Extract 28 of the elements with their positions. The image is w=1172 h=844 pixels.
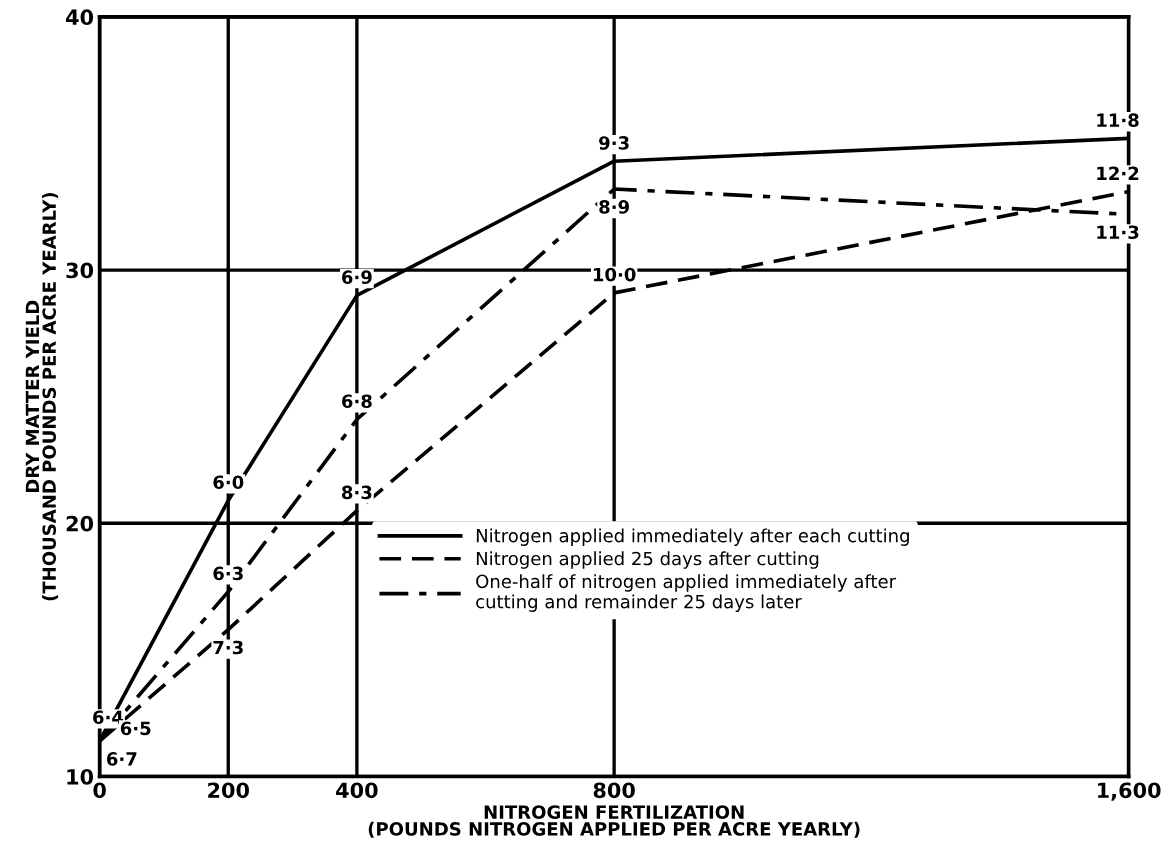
x-tick-label: 1,600 xyxy=(1098,782,1161,801)
x-tick-label: 0 xyxy=(93,782,106,799)
annotation: 9·3 xyxy=(599,136,629,150)
legend-label: Nitrogen applied immediately after each cutting xyxy=(476,528,909,546)
annotation: 7·3 xyxy=(213,640,243,655)
annotation: 8·3 xyxy=(341,485,372,500)
annotation: 6·7 xyxy=(106,752,137,766)
y-tick-label: 40 xyxy=(66,9,94,26)
annotation: 11·8 xyxy=(1097,113,1139,127)
annotation: 6·5 xyxy=(120,721,151,736)
annotation: 12·2 xyxy=(1097,166,1139,180)
legend-label: Nitrogen applied 25 days after cutting xyxy=(476,551,819,569)
annotation: 10·0 xyxy=(593,267,636,282)
y-axis-title: DRY MATTER YIELD (THOUSAND POUNDS PER ACRE YEARLY) xyxy=(25,192,59,601)
annotation: 6·0 xyxy=(213,475,244,490)
x-tick-label: 400 xyxy=(336,782,378,799)
x-axis-title: NITROGEN FERTILIZATION (POUNDS NITROGEN APPLIED PER ACRE YEARLY) xyxy=(368,805,860,838)
y-tick-label: 10 xyxy=(67,768,94,785)
x-tick-label: 200 xyxy=(208,782,249,799)
annotation: 6·8 xyxy=(342,394,372,409)
y-tick-label: 20 xyxy=(66,515,94,532)
annotation: 8·9 xyxy=(599,200,629,214)
annotation: 6·3 xyxy=(213,566,243,581)
legend-label: One-half of nitrogen applied immediately after cutting and remainder 25 days later xyxy=(476,574,897,612)
y-tick-label: 30 xyxy=(66,262,94,279)
x-tick-label: 800 xyxy=(593,782,635,799)
annotation: 11·3 xyxy=(1097,225,1139,240)
annotation: 6·9 xyxy=(342,270,372,284)
